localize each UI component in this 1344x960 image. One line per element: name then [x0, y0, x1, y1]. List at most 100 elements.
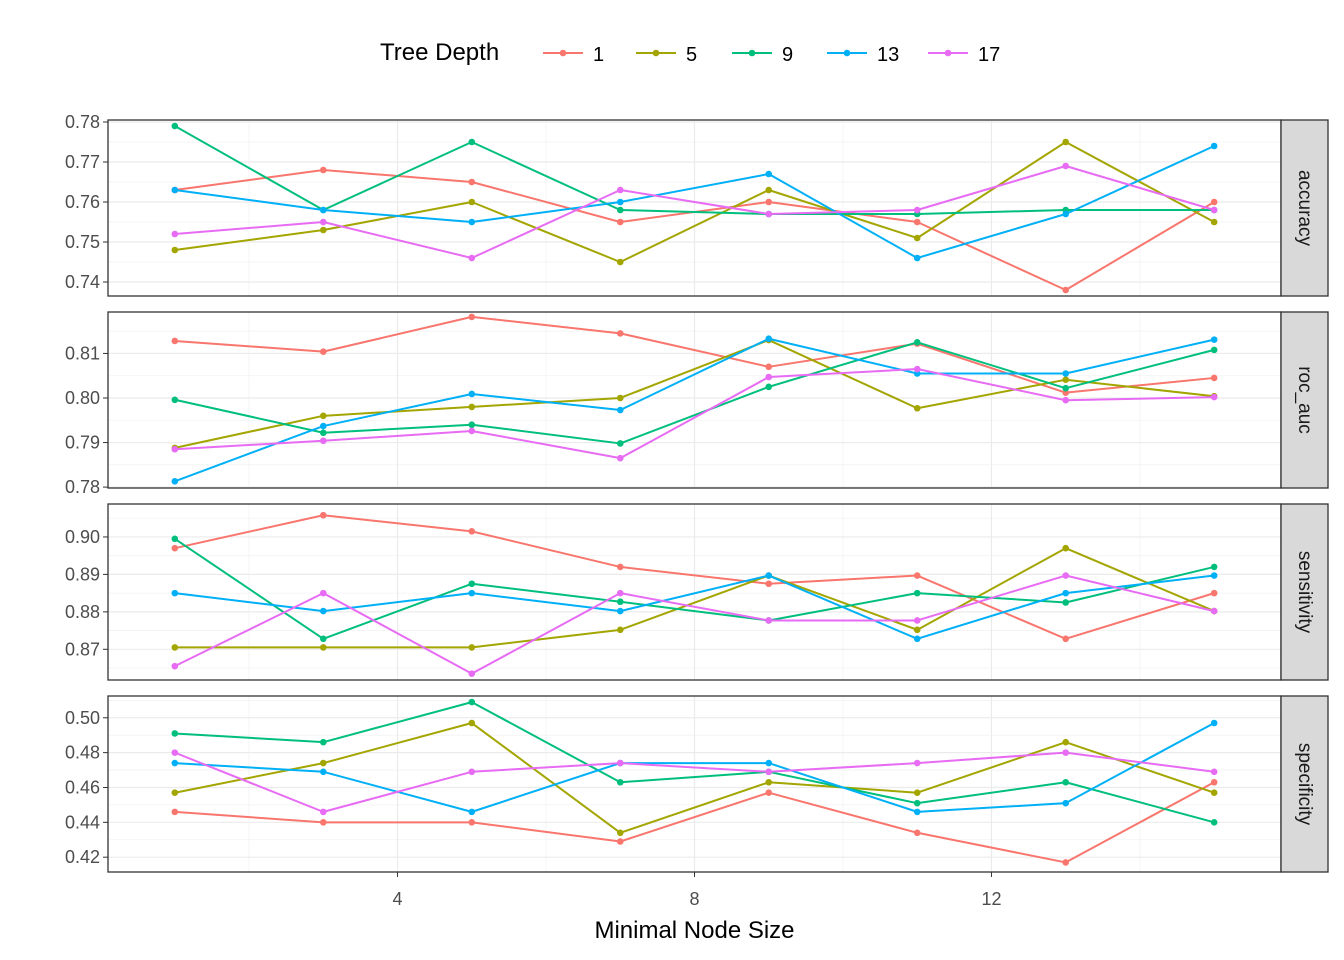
data-point: [913, 808, 921, 816]
facet-strip: [1280, 503, 1329, 681]
series-17-roc_auc: [171, 365, 1218, 462]
data-point: [468, 403, 476, 411]
data-point: [616, 186, 624, 194]
data-point: [319, 511, 327, 519]
facet-strip-label: sensitivity: [1294, 551, 1315, 634]
data-point: [319, 422, 327, 430]
legend-label: 5: [686, 44, 697, 66]
legend-key-point: [748, 49, 756, 57]
series-17-specificity: [171, 749, 1218, 816]
data-point: [1062, 384, 1070, 392]
data-point: [1210, 336, 1218, 343]
panel-sensitivity: 0.87 0.88 0.89 0.90 sensitivity: [65, 503, 1329, 681]
y-tick-label: 0.48: [65, 743, 100, 763]
series-line: [174, 722, 1215, 813]
data-point: [171, 122, 179, 130]
data-point: [1210, 218, 1218, 226]
facet-strip-label: specificity: [1294, 743, 1315, 826]
data-point: [765, 580, 773, 588]
series-5-accuracy: [171, 138, 1218, 266]
data-point: [913, 572, 921, 579]
data-point: [765, 572, 773, 579]
y-tick-label: 0.88: [65, 602, 100, 622]
y-tick-label: 0.90: [65, 527, 100, 547]
series-5-specificity: [171, 719, 1218, 837]
data-point: [468, 768, 476, 776]
data-point: [913, 254, 921, 262]
data-point: [319, 412, 327, 420]
series-line: [174, 125, 1215, 215]
panel-accuracy: 0.74 0.75 0.76 0.77 0.78 accuracy: [65, 112, 1329, 297]
data-point: [171, 396, 179, 404]
data-point: [468, 670, 476, 677]
data-point: [1062, 749, 1070, 756]
data-point: [468, 808, 476, 816]
data-point: [171, 478, 179, 485]
facet-strip: [1280, 311, 1329, 489]
data-point: [765, 198, 773, 206]
data-point: [468, 698, 476, 706]
series-13-sensitivity: [171, 572, 1218, 643]
series-line: [174, 368, 1215, 460]
data-point: [319, 206, 327, 214]
data-point: [319, 768, 327, 776]
data-point: [319, 589, 327, 597]
data-point: [616, 440, 624, 447]
data-point: [1062, 210, 1070, 218]
series-line: [174, 701, 1215, 824]
data-point: [319, 738, 327, 746]
panel-specificity: 0.42 0.44 0.46 0.48 0.50 specificity 4 8 12: [65, 695, 1329, 909]
series-9-specificity: [171, 698, 1218, 826]
data-point: [616, 598, 624, 606]
data-point: [468, 178, 476, 186]
data-point: [616, 406, 624, 414]
data-point: [765, 768, 773, 776]
data-point: [1062, 396, 1070, 404]
y-tick-label: 0.78: [65, 112, 100, 132]
data-point: [913, 338, 921, 346]
data-point: [1062, 370, 1070, 377]
series-9-roc_auc: [171, 338, 1218, 447]
y-tick-label: 0.89: [65, 564, 100, 584]
data-point: [319, 166, 327, 174]
series-line: [174, 751, 1215, 813]
data-point: [616, 626, 624, 634]
data-point: [1062, 138, 1070, 146]
data-point: [171, 186, 179, 194]
y-tick-label: 0.87: [65, 639, 100, 659]
series-line: [174, 145, 1215, 259]
data-point: [171, 789, 179, 797]
data-point: [765, 373, 773, 381]
data-point: [171, 589, 179, 597]
data-point: [468, 427, 476, 435]
data-point: [765, 383, 773, 391]
series-line: [174, 722, 1215, 834]
legend-label: 13: [877, 44, 899, 66]
data-point: [913, 617, 921, 624]
data-point: [616, 198, 624, 206]
data-point: [319, 759, 327, 767]
series-1-sensitivity: [171, 511, 1218, 643]
legend-title: Tree Depth: [380, 39, 499, 66]
data-point: [913, 218, 921, 226]
data-point: [171, 662, 179, 670]
data-point: [319, 819, 327, 826]
facet-strip: [1280, 119, 1329, 297]
data-point: [319, 437, 327, 445]
series-line: [174, 574, 1215, 675]
x-axis-title: Minimal Node Size: [594, 917, 794, 944]
data-point: [1062, 286, 1070, 294]
data-point: [468, 719, 476, 727]
y-tick-label: 0.44: [65, 812, 100, 832]
data-point: [171, 337, 179, 345]
data-point: [171, 230, 179, 238]
data-point: [468, 644, 476, 651]
x-tick-label: 4: [393, 889, 403, 909]
data-point: [765, 617, 773, 624]
legend-label: 9: [782, 44, 793, 66]
data-point: [616, 206, 624, 214]
data-point: [616, 454, 624, 462]
series-line: [174, 341, 1215, 445]
legend-key-point: [652, 49, 660, 57]
